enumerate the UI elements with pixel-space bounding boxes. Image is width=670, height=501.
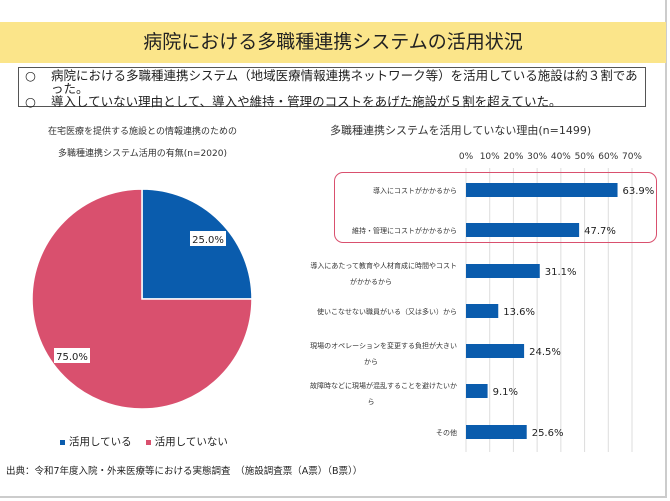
bar	[466, 344, 525, 358]
bar-data-label: 13.6%	[503, 307, 535, 318]
category-label: 維持・管理にコストがかかるから	[352, 226, 457, 235]
legend-label: 活用している	[69, 436, 132, 448]
legend-item: 活用している	[60, 434, 132, 449]
x-tick-label: 60%	[598, 152, 618, 162]
legend-swatch	[60, 439, 65, 445]
bar-data-label: 9.1%	[493, 387, 518, 398]
x-tick-label: 50%	[575, 152, 595, 162]
category-label: 使いこなせない職員がいる（又は多い）から	[317, 307, 457, 316]
category-label: がかかるから	[350, 277, 392, 286]
bar	[466, 264, 540, 278]
category-label: ら	[368, 398, 375, 406]
bar	[466, 304, 499, 318]
circle-bullet-icon: ○	[25, 68, 36, 83]
bar	[466, 425, 527, 439]
x-tick-label: 10%	[480, 152, 500, 162]
pie-data-label: 25.0%	[192, 235, 224, 246]
bar-chart-title: 多職種連携システムを活用していない理由(n=1499)	[330, 124, 592, 137]
pie-title-line-2: 多職種連携システム活用の有無(n=2020)	[58, 149, 227, 159]
category-label: 導入にコストがかかるから	[373, 186, 457, 195]
x-tick-label: 30%	[527, 152, 547, 162]
summary-text: 導入していない理由として、導入や維持・管理のコストをあげた施設が５割を超えていた…	[51, 94, 562, 109]
x-tick-label: 0%	[459, 152, 474, 162]
category-label: 現場のオペレーションを変更する負担が大きい	[310, 341, 457, 350]
bar-data-label: 25.6%	[532, 428, 564, 439]
summary-item: ○ 導入していない理由として、導入や維持・管理のコストをあげた施設が５割を超えて…	[25, 95, 639, 108]
x-tick-label: 40%	[551, 152, 571, 162]
legend-label: 活用していない	[154, 436, 228, 448]
pie-data-label: 75.0%	[56, 352, 88, 363]
legend-swatch	[145, 439, 151, 445]
x-tick-label: 70%	[622, 152, 642, 162]
bar-data-label: 31.1%	[545, 267, 577, 278]
pie-label-bg	[190, 231, 226, 246]
pie-title-line-1: 在宅医療を提供する施設との情報連携のための	[48, 127, 237, 137]
circle-bullet-icon: ○	[25, 94, 36, 109]
category-label: 導入にあたって教育や人材育成に時間やコスト	[310, 261, 457, 270]
x-tick-label: 20%	[503, 152, 523, 162]
legend-item: 活用していない	[145, 434, 228, 449]
summary-item: ○ 病院における多職種連携システム（地域医療情報連携ネットワーク等）を活用してい…	[25, 69, 639, 95]
bar	[466, 384, 488, 398]
pie-label-bg	[54, 348, 90, 363]
bar-data-label: 47.7%	[584, 226, 616, 237]
category-label: その他	[436, 428, 457, 437]
bar-data-label: 24.5%	[529, 347, 561, 358]
summary-text: 病院における多職種連携システム（地域医療情報連携ネットワーク等）を活用している施…	[51, 68, 638, 96]
summary-box: ○ 病院における多職種連携システム（地域医療情報連携ネットワーク等）を活用してい…	[18, 67, 646, 108]
category-label: 故障時などに現場が混乱することを避けたいか	[310, 381, 457, 390]
pie-legend: 活用している 活用していない	[60, 434, 228, 449]
bar	[466, 223, 580, 237]
bar-data-label: 63.9%	[623, 186, 655, 197]
highlight-callout	[334, 172, 657, 243]
slide-title: 病院における多職種連携システムの活用状況	[0, 22, 666, 63]
bar	[466, 183, 618, 197]
source-note: 出典：令和7年度入院・外来医療等における実態調査 （施設調査票（A票）（B票））	[6, 466, 363, 477]
category-label: から	[364, 358, 378, 366]
